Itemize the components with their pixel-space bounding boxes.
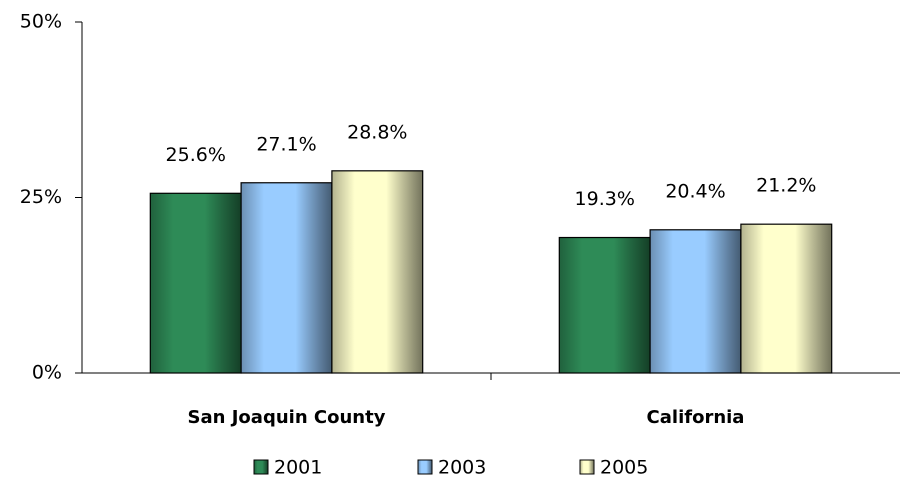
- value-label: 27.1%: [256, 133, 316, 155]
- value-label: 21.2%: [756, 175, 816, 197]
- y-tick-label: 0%: [32, 362, 62, 384]
- x-tick-label: California: [647, 407, 745, 428]
- legend-swatch: [579, 459, 595, 475]
- value-label: 20.4%: [665, 180, 725, 202]
- legend-label: 2005: [600, 457, 648, 479]
- legend-label: 2003: [438, 457, 486, 479]
- bar: [149, 192, 242, 374]
- value-label: 25.6%: [166, 144, 226, 166]
- x-tick-label: San Joaquin County: [188, 407, 386, 428]
- bar: [240, 182, 333, 374]
- bar: [331, 170, 424, 374]
- value-label: 19.3%: [575, 188, 635, 210]
- y-tick-label: 25%: [20, 186, 62, 208]
- value-label: 28.8%: [347, 121, 407, 143]
- y-tick-label: 50%: [20, 11, 62, 33]
- legend-swatch: [417, 459, 433, 475]
- bar: [740, 223, 833, 374]
- legend-label: 2001: [274, 457, 322, 479]
- bar: [649, 229, 742, 374]
- legend-swatch: [253, 459, 269, 475]
- bar: [558, 236, 651, 374]
